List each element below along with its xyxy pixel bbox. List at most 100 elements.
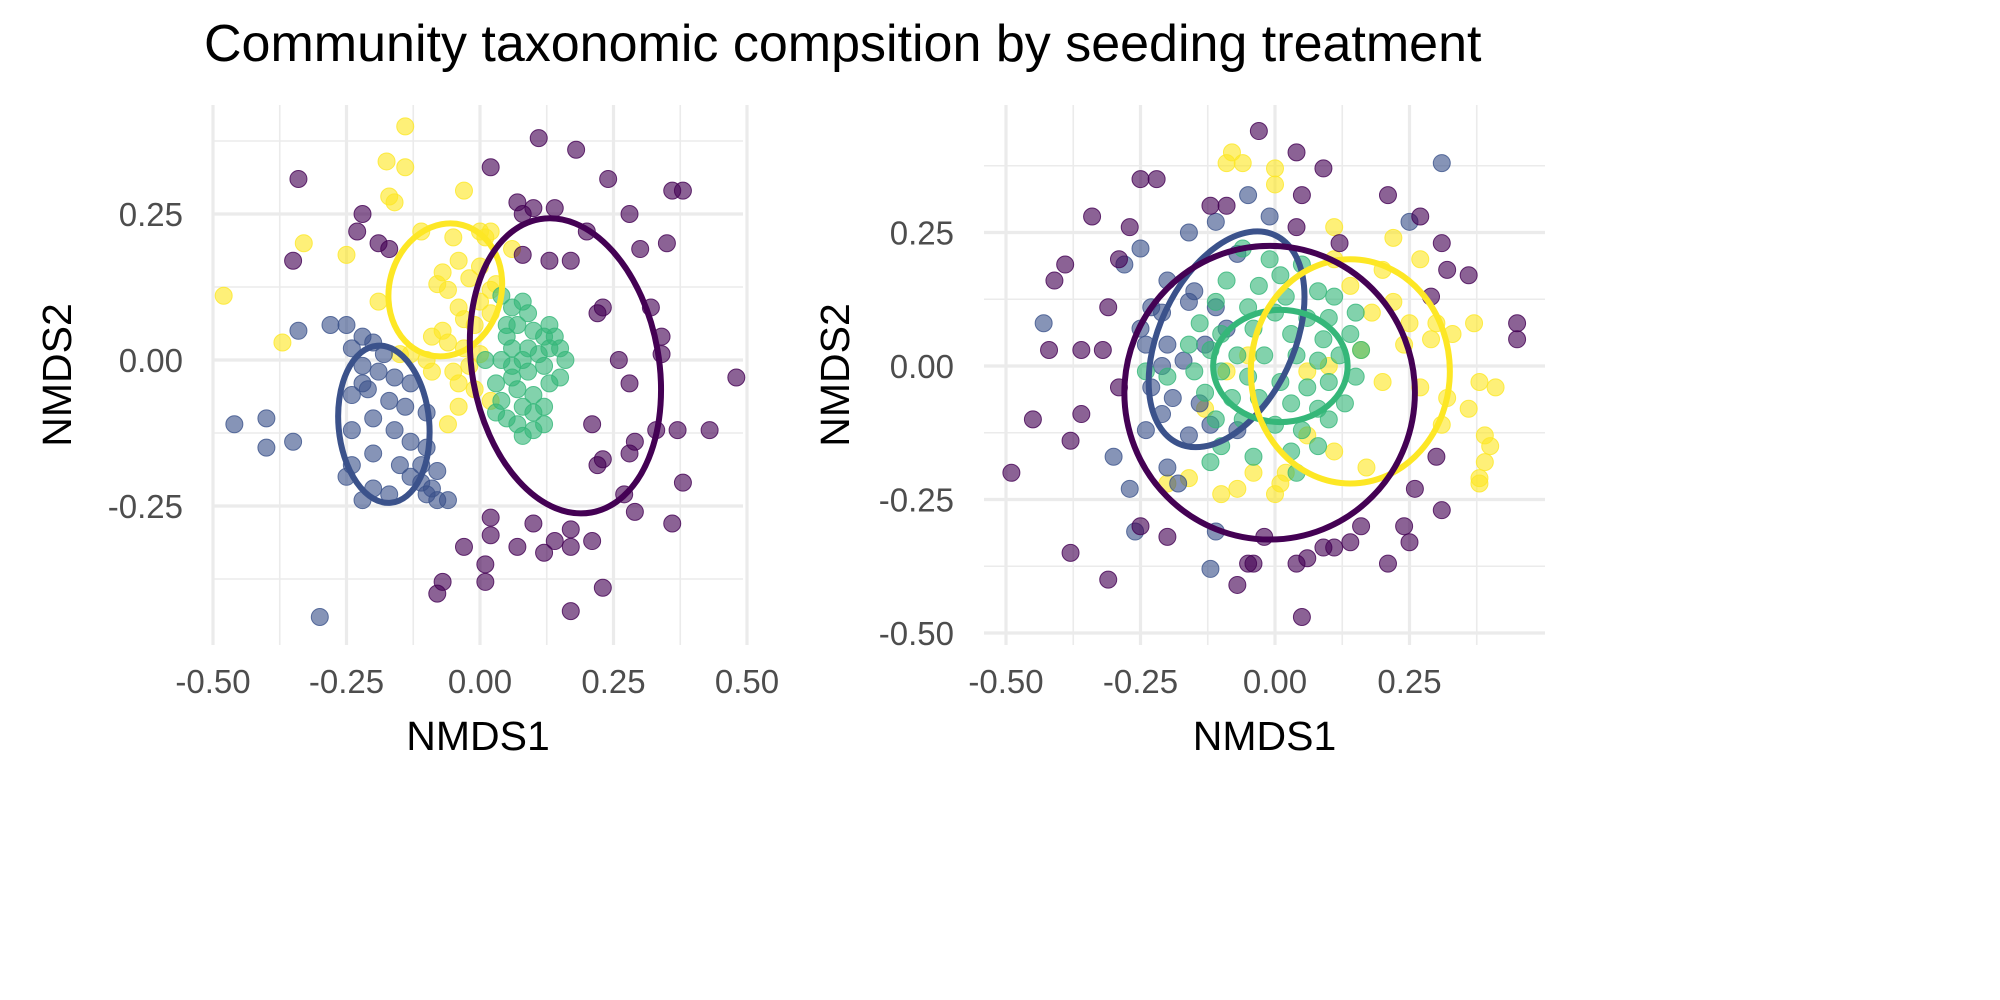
scatter-point (1319, 410, 1338, 429)
scatter-point (1330, 234, 1349, 253)
scatter-point (1292, 186, 1311, 205)
scatter-point (1023, 410, 1042, 429)
chart-title: Community taxonomic compsition by seedin… (204, 15, 1482, 73)
scatter-point (1395, 517, 1414, 536)
scatter-point (1201, 196, 1220, 215)
scatter-point (529, 129, 548, 148)
x-tick-label: -0.25 (309, 663, 384, 700)
scatter-point (377, 152, 396, 171)
scatter-point (1378, 186, 1397, 205)
scatter-point (1190, 314, 1209, 333)
scatter-point (1432, 154, 1451, 173)
scatter-point (1508, 330, 1527, 349)
scatter-point (535, 415, 554, 434)
x-tick-label: -0.25 (1103, 663, 1178, 700)
scatter-point (609, 351, 628, 369)
scatter-point (1169, 474, 1188, 493)
scatter-point (1174, 351, 1193, 370)
scatter-point (1255, 346, 1274, 365)
scatter-point (476, 555, 495, 574)
scatter-point (1131, 170, 1150, 189)
scatter-point (1432, 234, 1451, 253)
scatter-point (449, 374, 468, 393)
scatter-point (1233, 154, 1252, 173)
scatter-point (1405, 479, 1424, 498)
scatter-point (337, 245, 356, 264)
scatter-point (1341, 533, 1360, 552)
scatter-point (535, 356, 554, 375)
scatter-point (1325, 538, 1344, 557)
scatter-point (449, 251, 468, 270)
scatter-point (1217, 271, 1236, 290)
scatter-point (342, 339, 361, 358)
scatter-point (1309, 437, 1328, 456)
scatter-point (449, 397, 468, 416)
scatter-point (1411, 207, 1430, 226)
scatter-point (556, 351, 575, 369)
scatter-point (1325, 218, 1344, 237)
scatter-point (727, 368, 746, 387)
scatter-point (1244, 447, 1263, 466)
scatter-point (524, 199, 543, 218)
scatter-point (599, 169, 618, 188)
scatter-point (1244, 463, 1263, 482)
scatter-point (428, 584, 447, 603)
scatter-point (1179, 335, 1198, 354)
scatter-point (1147, 170, 1166, 189)
scatter-point (380, 240, 399, 259)
x-axis-title: NMDS1 (406, 713, 550, 759)
scatter-point (1179, 223, 1198, 242)
scatter-point (476, 572, 495, 591)
scatter-point (481, 526, 500, 545)
scatter-point (513, 426, 532, 445)
scatter-point (1325, 442, 1344, 461)
scatter-point (1212, 485, 1231, 504)
scatter-point (588, 304, 607, 323)
scatter-point (353, 374, 372, 393)
plots-canvas: -0.50 -0.25 0.00 0.25 0.50 -0.25 0.00 0.25 NMDS1… (34, 105, 1545, 759)
scatter-point (1179, 426, 1198, 445)
scatter-point (1287, 218, 1306, 237)
scatter-point (390, 456, 409, 475)
scatter-point (1201, 453, 1220, 472)
scatter-point (417, 485, 436, 504)
scatter-point (1072, 340, 1091, 359)
scatter-point (1104, 447, 1123, 466)
confidence-ellipse (335, 342, 433, 506)
scatter-point (364, 409, 383, 428)
scatter-point (1400, 533, 1419, 552)
scatter-point (1249, 122, 1268, 141)
scatter-point (1260, 250, 1279, 269)
panel-right: -0.50 -0.25 0.00 0.25 -0.50 -0.25 0.00 0.25 NMDS… (812, 105, 1545, 759)
scatter-point (631, 240, 650, 259)
scatter-point (1341, 276, 1360, 295)
scatter-point (1470, 373, 1489, 392)
scatter-point (284, 251, 303, 270)
scatter-point (1131, 239, 1150, 258)
scatter-point (1314, 159, 1333, 178)
scatter-point (508, 537, 527, 556)
scatter-point (1266, 175, 1284, 194)
scatter-point (476, 351, 495, 369)
scatter-point (1309, 282, 1328, 301)
tick-labels: -0.50 -0.25 0.00 0.25 0.50 -0.25 0.00 0.25 (108, 196, 779, 700)
scatter-point (1266, 485, 1284, 504)
scatter-point (1002, 463, 1021, 482)
scatter-point (1185, 362, 1204, 381)
scatter-point (497, 327, 516, 346)
scatter-point (700, 421, 719, 440)
scatter-point (1266, 159, 1284, 178)
figure: Community taxonomic compsition by seedin… (33, 15, 1545, 759)
scatter-point (567, 140, 586, 159)
scatter-point (625, 502, 644, 521)
scatter-point (364, 444, 383, 463)
scatter-point (1158, 527, 1177, 546)
scatter-point (620, 205, 639, 223)
scatter-point (524, 386, 543, 405)
scatter-point (593, 578, 612, 597)
scatter-point (1486, 378, 1505, 397)
scatter-point (1292, 607, 1311, 626)
scatter-point (1314, 330, 1333, 349)
scatter-point (540, 251, 559, 270)
scatter-point (551, 368, 570, 387)
